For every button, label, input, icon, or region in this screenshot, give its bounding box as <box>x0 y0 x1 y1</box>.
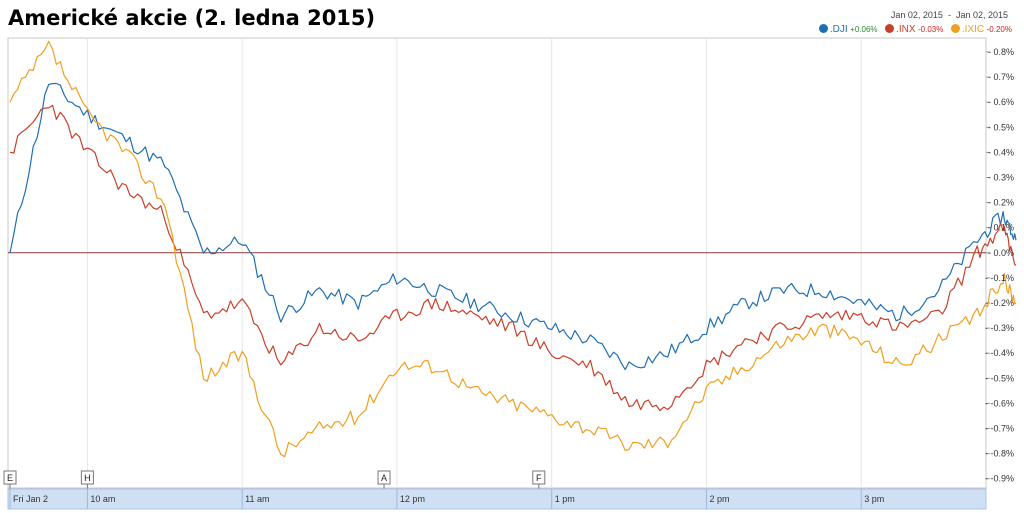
gridlines <box>8 38 986 488</box>
y-tick-label: - 0.5% <box>988 122 1014 132</box>
legend-dot-dji-icon <box>818 24 828 33</box>
y-tick-label: - -0.8% <box>985 449 1014 459</box>
x-tick-label: 3 pm <box>864 494 884 504</box>
event-marker-label: A <box>381 473 387 483</box>
event-marker-f[interactable]: F <box>532 470 546 489</box>
series-line-dji <box>9 82 1017 371</box>
x-tick-label: 11 am <box>245 494 269 504</box>
y-tick-label: - -0.7% <box>985 424 1014 434</box>
y-tick-label: - 0.0% <box>988 248 1014 258</box>
legend-symbol: .DJI <box>829 24 848 35</box>
chart-title: Americké akcie (2. ledna 2015) <box>8 6 376 30</box>
y-tick-label: - 0.3% <box>988 173 1014 183</box>
time-scrollbar[interactable] <box>7 488 987 510</box>
x-tick-label: Fri Jan 2 <box>13 494 48 504</box>
date-range-to: Jan 02, 2015 <box>955 10 1008 20</box>
event-marker-label: F <box>536 473 542 483</box>
y-tick-label: - 0.2% <box>988 198 1014 208</box>
legend-change: -0.20% <box>986 25 1012 34</box>
event-marker-a[interactable]: A <box>377 470 391 489</box>
x-tick-label: 1 pm <box>555 494 575 504</box>
y-tick-label: - -0.6% <box>985 398 1014 408</box>
series-lines <box>9 40 1017 458</box>
y-tick-label: - -0.4% <box>985 348 1014 358</box>
y-tick-label: - 0.6% <box>988 97 1014 107</box>
x-tick-label: 10 am <box>90 494 115 504</box>
y-tick-label: - -0.5% <box>985 373 1014 383</box>
y-axis-labels: - 0.8% - 0.7% - 0.6% - 0.5% - 0.4% - 0.3% - 0.… <box>985 47 1014 484</box>
y-tick-label: - 0.7% <box>988 72 1014 82</box>
y-tick-label: - 0.4% <box>988 147 1014 157</box>
legend-change: +0.06% <box>850 25 878 34</box>
legend-item-inx[interactable]: .INX -0.03% <box>885 24 946 35</box>
legend: .DJI +0.06% .INX -0.03% .IXIC -0.20% <box>814 24 1012 35</box>
event-marker-flag[interactable] <box>3 470 17 485</box>
legend-change: -0.03% <box>918 25 944 34</box>
y-tick-label: - -0.9% <box>985 474 1014 484</box>
legend-item-dji[interactable]: .DJI +0.06% <box>818 24 880 35</box>
y-tick-label: - -0.3% <box>985 323 1014 333</box>
y-tick-label: - -0.2% <box>985 298 1014 308</box>
y-tick-label: - -0.1% <box>985 273 1014 283</box>
legend-item-ixic[interactable]: .IXIC -0.20% <box>950 24 1012 35</box>
x-tick-label: 12 pm <box>400 494 425 504</box>
event-marker-label: H <box>84 473 91 483</box>
x-axis-labels: Fri Jan 2 10 am 11 am 12 pm 1 pm 2 pm 3 pm <box>9 489 884 509</box>
legend-symbol: .INX <box>896 24 916 35</box>
event-marker-flag[interactable] <box>80 470 94 485</box>
event-marker-h[interactable]: H <box>80 470 94 489</box>
event-marker-flag[interactable] <box>532 470 546 485</box>
legend-dot-inx-icon <box>885 24 895 33</box>
date-range-from: Jan 02, 2015 <box>890 10 943 20</box>
series-line-ixic <box>9 40 1017 458</box>
y-tick-label: - 0.1% <box>988 223 1014 233</box>
y-tick-label: - 0.8% <box>988 47 1014 57</box>
date-range: Jan 02, 2015 - Jan 02, 2015 <box>891 10 1008 20</box>
x-tick-label: 2 pm <box>709 494 729 504</box>
legend-symbol: .IXIC <box>961 24 985 35</box>
legend-dot-ixic-icon <box>950 24 960 33</box>
event-marker-flag[interactable] <box>377 470 391 485</box>
event-marker-e[interactable]: E <box>3 470 17 489</box>
series-line-inx <box>9 104 1017 412</box>
event-marker-label: E <box>7 473 13 483</box>
date-range-separator: - <box>947 10 951 20</box>
plot-area <box>7 37 987 489</box>
